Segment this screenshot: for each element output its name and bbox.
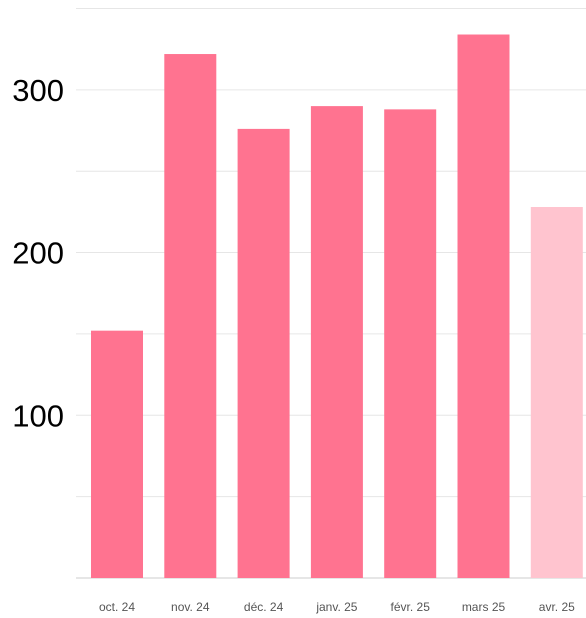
- bar: [164, 54, 217, 578]
- bar: [530, 206, 583, 578]
- x-axis-ticks: oct. 24 nov. 24 déc. 24 janv. 25 févr. 25 mar…: [99, 600, 575, 614]
- x-tick-label: déc. 24: [244, 600, 284, 614]
- x-tick-label: nov. 24: [171, 600, 210, 614]
- bar: [384, 109, 437, 579]
- bar: [237, 128, 290, 578]
- bar: [457, 34, 510, 579]
- x-tick-label: févr. 25: [391, 600, 431, 614]
- x-tick-label: janv. 25: [315, 600, 357, 614]
- x-tick-label: mars 25: [462, 600, 506, 614]
- y-tick-label: 200: [12, 236, 64, 271]
- bar: [91, 330, 143, 578]
- y-tick-label: 100: [12, 398, 64, 433]
- y-axis-ticks: 100 200 300: [12, 73, 64, 433]
- bars: [91, 34, 583, 579]
- x-tick-label: avr. 25: [539, 600, 575, 614]
- bar: [310, 106, 363, 578]
- x-tick-label: oct. 24: [99, 600, 135, 614]
- y-tick-label: 300: [12, 73, 64, 108]
